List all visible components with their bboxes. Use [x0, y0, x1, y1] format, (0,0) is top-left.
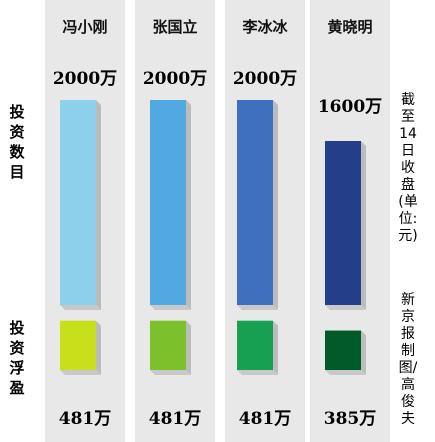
profit-bar-2	[150, 320, 191, 375]
profit-label-4: 385万	[323, 409, 377, 429]
profit-bar-1	[60, 320, 101, 375]
profit-axis-label: 投资浮盈	[9, 319, 25, 397]
investment-label-3: 2000万	[232, 69, 298, 89]
investment-bar-3	[237, 100, 278, 310]
profit-label-1: 481万	[58, 409, 112, 429]
category-label-2: 张国立	[152, 18, 198, 36]
investment-label-1: 2000万	[52, 69, 118, 89]
date-unit-note: 截至14日收盘(单位:元)	[398, 92, 418, 244]
investment-bar-2	[150, 100, 191, 310]
category-label-1: 冯小刚	[62, 18, 108, 36]
category-label-3: 李冰冰	[242, 18, 288, 36]
profit-label-3: 481万	[238, 409, 292, 429]
investment-axis-label: 投资数目	[9, 103, 25, 181]
profit-bar-4	[325, 330, 366, 375]
investment-label-4: 1600万	[317, 97, 383, 117]
profit-bar-3	[237, 320, 278, 375]
category-label-4: 黄晓明	[327, 18, 373, 36]
investment-bar-1	[60, 100, 101, 310]
investment-label-2: 2000万	[142, 69, 208, 89]
profit-label-2: 481万	[148, 409, 202, 429]
credit-note: 新京报制图/高俊夫	[398, 292, 418, 427]
investment-bar-4	[325, 141, 366, 310]
